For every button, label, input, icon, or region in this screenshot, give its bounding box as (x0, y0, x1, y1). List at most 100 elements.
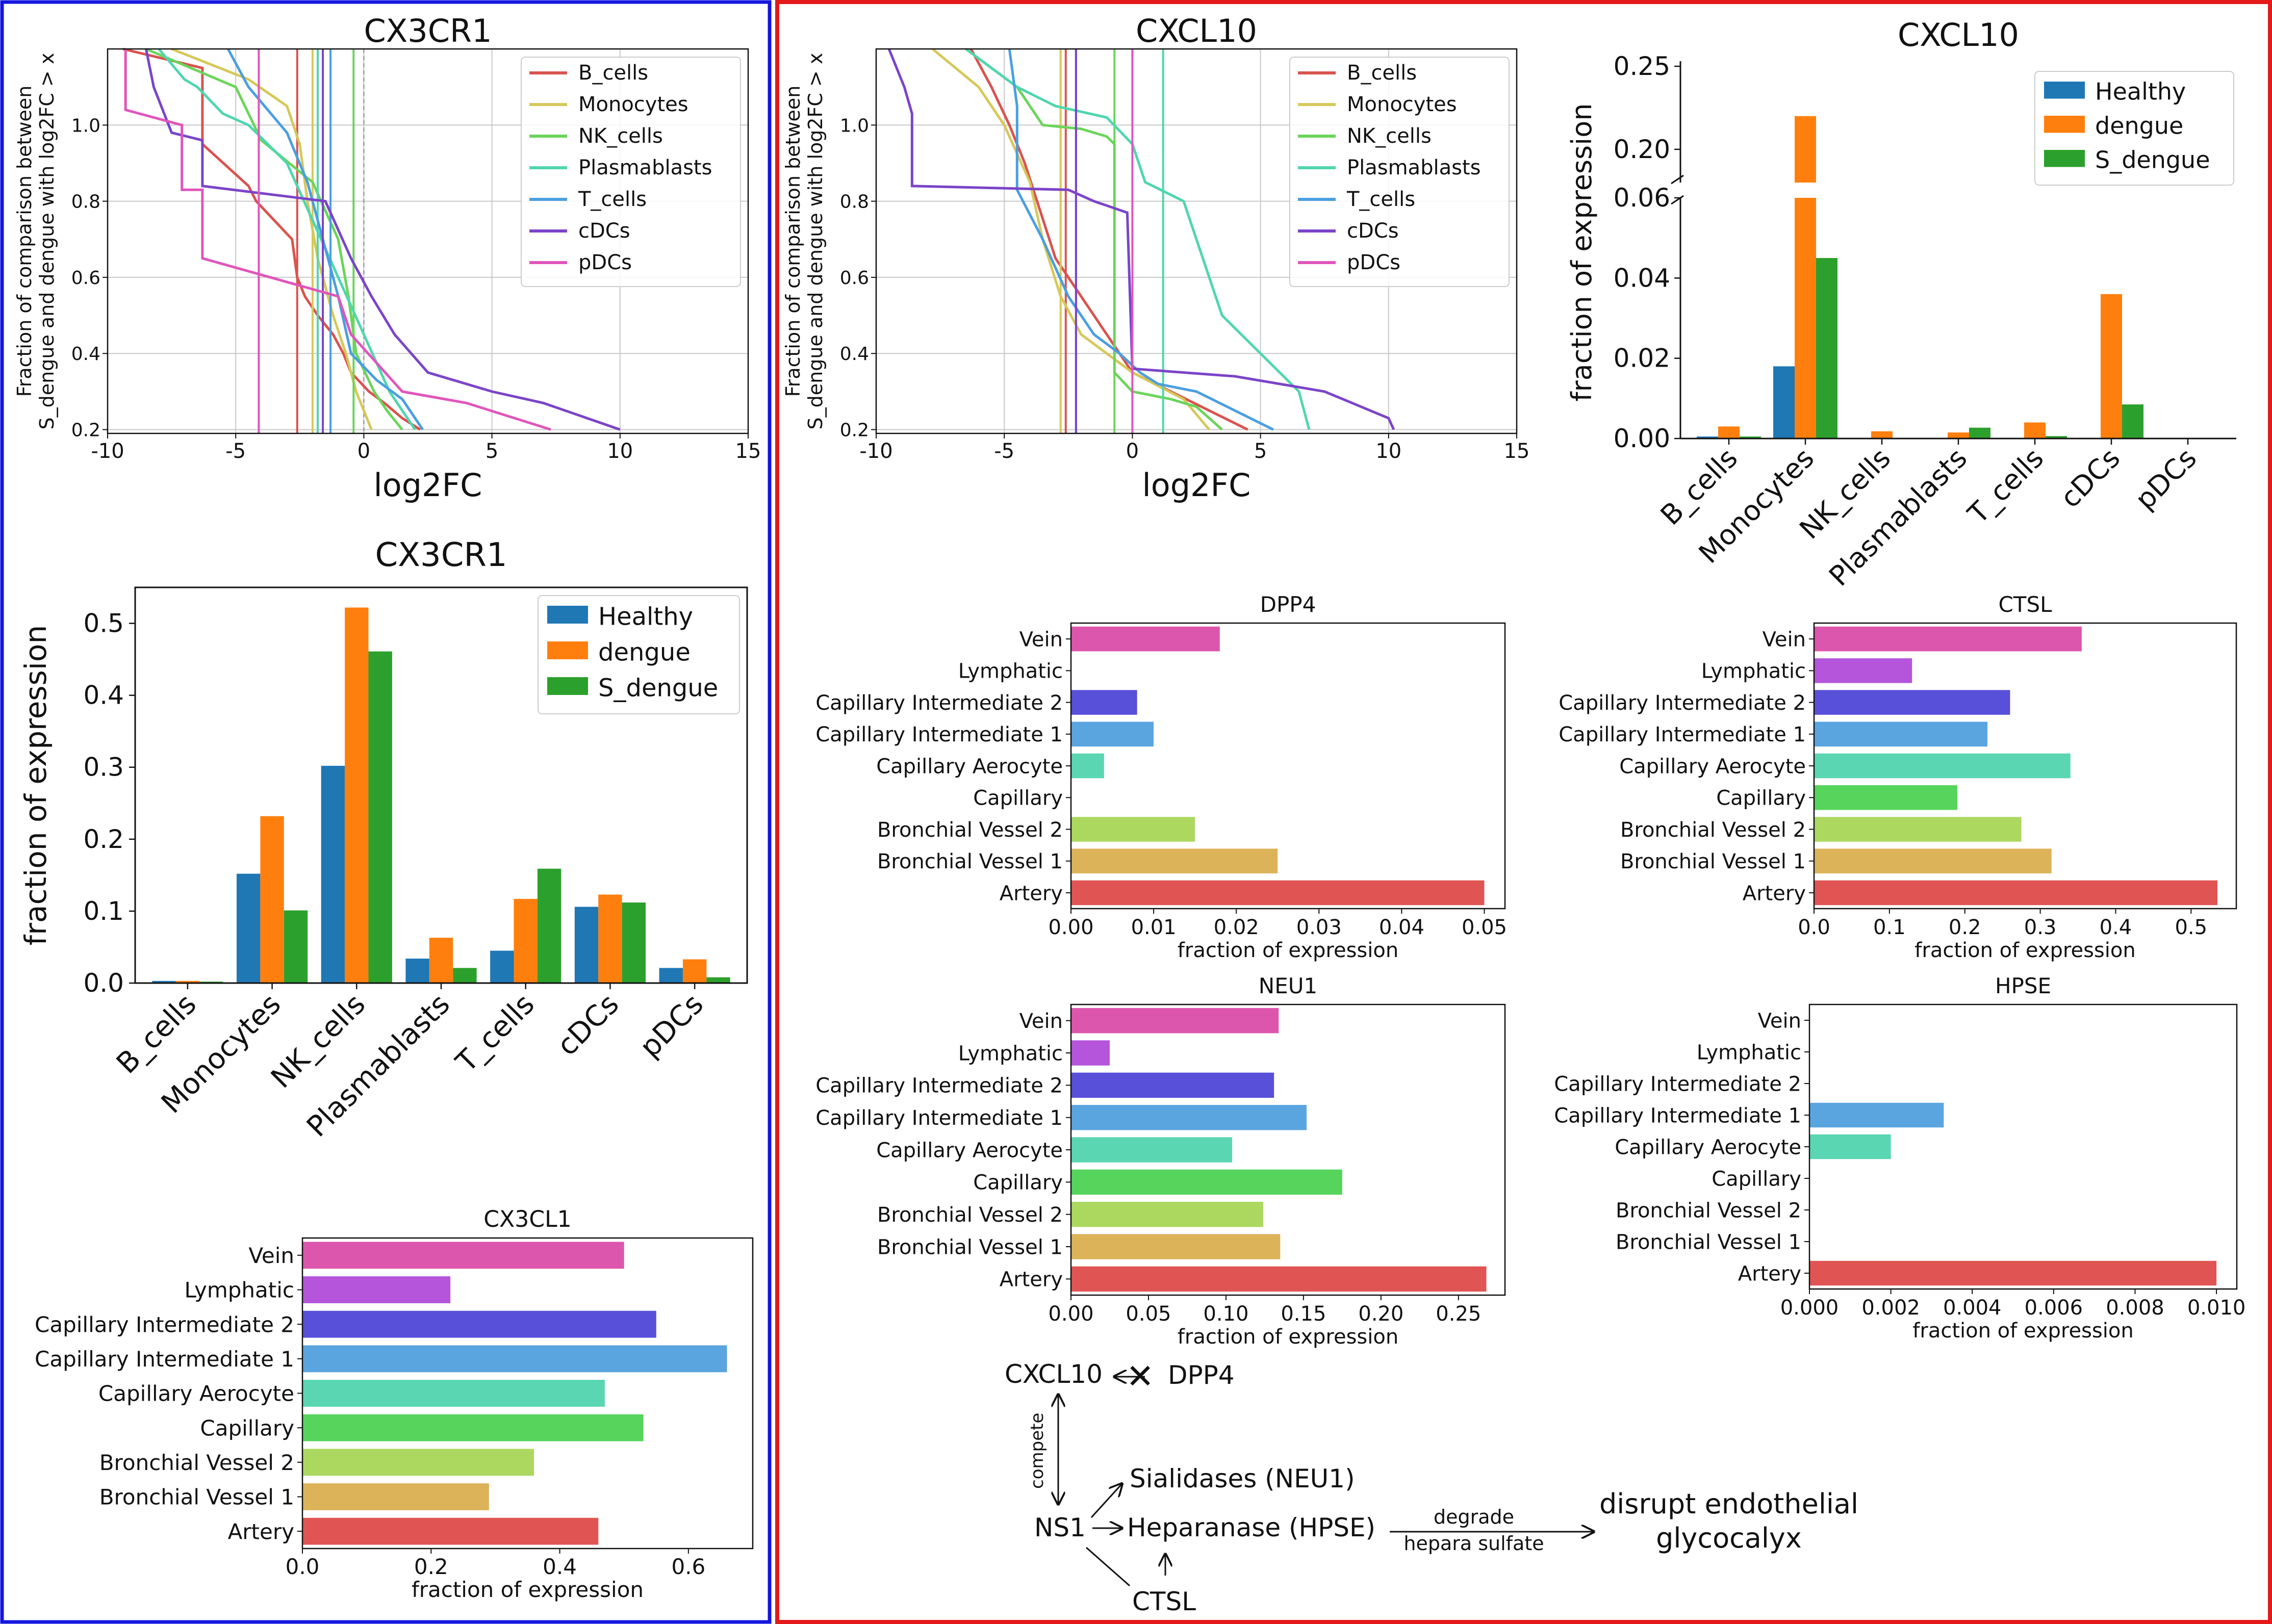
cdf-line-cDCs (144, 48, 621, 431)
bar-S_dengue-NK_cells (368, 651, 392, 983)
y-tick-label: 0.8 (71, 192, 100, 213)
x-axis-label: log2FC (1142, 467, 1251, 504)
bar-Artery (1814, 880, 2218, 906)
legend-box (521, 57, 741, 287)
x-tick-label: 0.6 (671, 1554, 705, 1579)
y-axis-label-line: Fraction of comparison between (782, 86, 804, 397)
bar-Capillary Intermediate 2 (1071, 690, 1137, 715)
cx3cr1-bar-chart: 0.00.10.20.30.40.5B_cellsMonocytesNK_cel… (18, 536, 748, 1144)
diagram-heparanase: Heparanase (HPSE) (1127, 1513, 1375, 1542)
x-axis-label: fraction of expression (1914, 939, 2135, 962)
chart-title: CXCL10 (1898, 16, 2019, 54)
x-axis-label: fraction of expression (1178, 1325, 1398, 1349)
chart-title: HPSE (1995, 973, 2051, 998)
cdf-line-B_cells (122, 47, 421, 431)
y-tick-label: 1.0 (840, 115, 869, 136)
legend-label-Monocytes: Monocytes (1347, 93, 1457, 116)
y-tick-label: Capillary Intermediate 1 (35, 1347, 294, 1372)
bar-dengue-NK_cells (1871, 431, 1893, 439)
chart-title: DPP4 (1260, 592, 1316, 617)
x-tick-label: 0.1 (1873, 916, 1906, 939)
legend-label-Plasmablasts: Plasmablasts (1347, 156, 1480, 179)
y-tick-label: Capillary Aerocyte (876, 1139, 1063, 1162)
x-tick-label: 10 (607, 440, 633, 463)
axis-break-mark (1671, 174, 1684, 205)
y-tick-label: Artery (1738, 1262, 1801, 1285)
y-tick-label: Capillary Intermediate 2 (815, 691, 1063, 715)
legend-label-NK_cells: NK_cells (1347, 124, 1432, 148)
bar-Vein (1071, 1008, 1279, 1034)
legend-label-Monocytes: Monocytes (578, 93, 688, 116)
y-tick-label: Artery (1000, 1268, 1063, 1292)
ns1-to-sialidases-arrow (1090, 1484, 1122, 1518)
axes-frame (107, 48, 749, 434)
legend-label-Plasmablasts: Plasmablasts (578, 156, 712, 179)
bar-Capillary Intermediate 1 (302, 1345, 727, 1373)
chart-title: CX3CL1 (483, 1206, 571, 1232)
y-tick-label: Capillary Intermediate 1 (815, 1106, 1063, 1130)
x-tick-label: -10 (91, 440, 124, 463)
x-tick-label: 0.01 (1131, 916, 1177, 939)
cxcl10-bar-chart: 0.000.020.040.060.200.25B_cellsMonocytes… (1566, 16, 2236, 592)
legend-box (1289, 57, 1510, 287)
legend-swatch-dengue (547, 641, 588, 659)
y-tick-label: 0.25 (1614, 51, 1670, 81)
ctsl-barh-chart: Vein Lymphatic Capillary Intermediate 2 Cap… (1559, 592, 2237, 962)
y-tick-label: 0.5 (83, 609, 124, 638)
legend-swatch-S_dengue (547, 677, 588, 695)
y-tick-label: 0.04 (1614, 263, 1670, 293)
y-tick-label: Vein (1019, 1010, 1063, 1033)
x-tick-label: 0.008 (2106, 1296, 2164, 1320)
bar-Artery (1071, 1266, 1487, 1292)
legend-label-pDCs: pDCs (1347, 251, 1400, 274)
bar-Artery (1809, 1260, 2217, 1286)
y-tick-label: Capillary Intermediate 2 (35, 1312, 294, 1337)
chart-title: CTSL (1998, 592, 2052, 617)
y-tick-label: Capillary Intermediate 2 (1554, 1072, 1801, 1096)
bar-Capillary Aerocyte (1071, 1137, 1233, 1163)
bar-Lymphatic (1071, 1040, 1110, 1066)
cdf-line-Plasmablasts (965, 47, 1311, 430)
axes-frame (1813, 622, 2237, 910)
bar-Healthy-cDCs (574, 907, 599, 983)
x-tick-label: Plasmablasts (300, 988, 456, 1144)
x-tick-label: cDCs (551, 988, 626, 1063)
x-tick-label: cDCs (2054, 442, 2126, 514)
x-tick-label: 0.25 (1436, 1302, 1481, 1326)
bar-Lymphatic (1814, 658, 1912, 683)
y-axis-label: Fraction of comparison betweenS_dengue a… (13, 53, 58, 430)
y-tick-label: Lymphatic (1701, 660, 1806, 683)
cdf-line-T_cells (226, 48, 424, 430)
y-axis-label: Fraction of comparison betweenS_dengue a… (782, 53, 827, 430)
bar-dengue-B_cells (1718, 426, 1740, 439)
y-tick-label: Vein (1758, 1009, 1801, 1033)
y-tick-label: Capillary (1716, 787, 1806, 810)
bar-Capillary (1071, 1169, 1342, 1195)
bar-dengue-Monocytes (260, 816, 284, 983)
y-tick-label: Capillary (973, 1171, 1063, 1195)
bar-dengue-T_cells (514, 898, 538, 983)
bar-Capillary (1814, 785, 1957, 810)
y-tick-label: Capillary (1712, 1167, 1801, 1191)
x-tick-label: 0.0 (1798, 916, 1830, 939)
y-tick-label: Artery (228, 1519, 294, 1544)
legend-label-NK_cells: NK_cells (578, 124, 663, 148)
y-tick-label: 0.1 (83, 896, 124, 926)
diagram-ctsl: CTSL (1132, 1587, 1196, 1616)
cdf-line-pDCs (124, 49, 551, 431)
bar-Healthy-T_cells (490, 950, 514, 983)
y-axis-label: fraction of expression (18, 625, 53, 945)
axes-frame (1808, 1003, 2238, 1290)
bar-Healthy-B_cells (1697, 436, 1718, 439)
x-tick-label: 0.006 (2025, 1296, 2083, 1320)
bar-Bronchial Vessel 1 (1071, 1234, 1281, 1259)
legend-swatch-Healthy (2044, 82, 2085, 99)
bar-Capillary Aerocyte (1809, 1134, 1891, 1159)
x-tick-label: 0.3 (2024, 916, 2057, 939)
ns1-to-ctsl-line (1086, 1546, 1130, 1587)
legend-label-B_cells: B_cells (1347, 61, 1417, 85)
bar-Capillary Intermediate 2 (302, 1310, 656, 1338)
y-tick-label: Lymphatic (1697, 1041, 1801, 1064)
x-tick-label: 5 (1254, 440, 1267, 463)
x-tick-label: 0.20 (1358, 1302, 1403, 1326)
